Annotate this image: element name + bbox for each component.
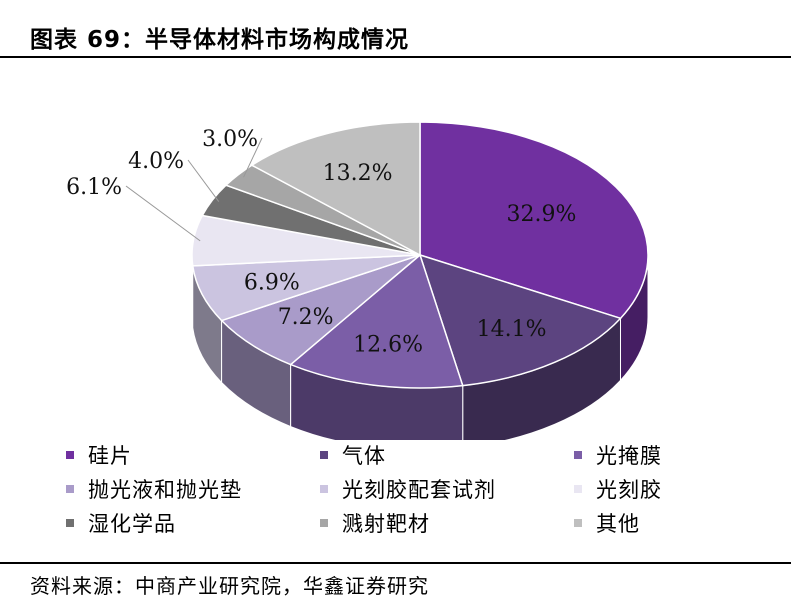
data-label-9: 13.2% — [323, 161, 393, 186]
data-label-2: 14.1% — [477, 317, 547, 342]
legend-label-1: 硅片 — [88, 444, 132, 468]
legend-item-2: 气体 — [320, 440, 386, 470]
pie-slice-2 — [418, 253, 622, 387]
legend-label-2: 气体 — [342, 444, 386, 468]
pie-slice-1 — [419, 121, 649, 320]
leader-line-8 — [243, 137, 263, 178]
legend-swatch-8 — [320, 519, 328, 527]
legend-item-8: 溅射靶材 — [320, 508, 430, 538]
legend-label-3: 光掩膜 — [596, 444, 662, 468]
source-divider — [0, 562, 791, 564]
data-label-4: 7.2% — [278, 305, 334, 330]
leader-line-6 — [125, 185, 201, 242]
legend-swatch-4 — [66, 485, 74, 493]
pie-chart: 32.9% 14.1% 12.6% 7.2% 6.9% 6.1%4.0% 3.0% 13.2% — [66, 121, 649, 440]
data-label-1: 32.9% — [507, 202, 577, 227]
data-label-6: 6.1% — [66, 175, 122, 200]
legend-item-9: 其他 — [574, 508, 640, 538]
chart-legend: 硅片 气体 光掩膜抛光液和抛光垫 光刻胶配套试剂 光刻胶湿化学品 溅射靶材 其他 — [66, 440, 766, 550]
legend-label-8: 溅射靶材 — [342, 512, 430, 536]
leader-line-7 — [187, 159, 220, 202]
data-label-8: 3.0% — [202, 127, 258, 152]
legend-item-5: 光刻胶配套试剂 — [320, 474, 496, 504]
title-divider — [0, 56, 791, 58]
legend-swatch-1 — [66, 451, 74, 459]
data-label-7: 4.0% — [128, 149, 184, 174]
legend-swatch-6 — [574, 485, 582, 493]
legend-label-5: 光刻胶配套试剂 — [342, 478, 496, 502]
legend-item-7: 湿化学品 — [66, 508, 176, 538]
data-label-5: 6.9% — [244, 271, 300, 296]
legend-swatch-2 — [320, 451, 328, 459]
source-note: 资料来源：中商产业研究院，华鑫证券研究 — [30, 574, 429, 598]
legend-swatch-5 — [320, 485, 328, 493]
legend-item-1: 硅片 — [66, 440, 132, 470]
legend-item-6: 光刻胶 — [574, 474, 662, 504]
legend-label-7: 湿化学品 — [88, 512, 176, 536]
legend-swatch-7 — [66, 519, 74, 527]
pie-slice-9 — [250, 121, 421, 257]
legend-label-4: 抛光液和抛光垫 — [88, 478, 242, 502]
legend-swatch-3 — [574, 451, 582, 459]
legend-item-3: 光掩膜 — [574, 440, 662, 470]
legend-item-4: 抛光液和抛光垫 — [66, 474, 242, 504]
pie-slice-4 — [220, 254, 421, 366]
legend-swatch-9 — [574, 519, 582, 527]
chart-title: 图表 69：半导体材料市场构成情况 — [30, 27, 410, 53]
data-label-3: 12.6% — [353, 333, 423, 358]
pie-slice-3 — [289, 253, 464, 389]
legend-label-6: 光刻胶 — [596, 478, 662, 502]
legend-label-9: 其他 — [596, 512, 640, 536]
